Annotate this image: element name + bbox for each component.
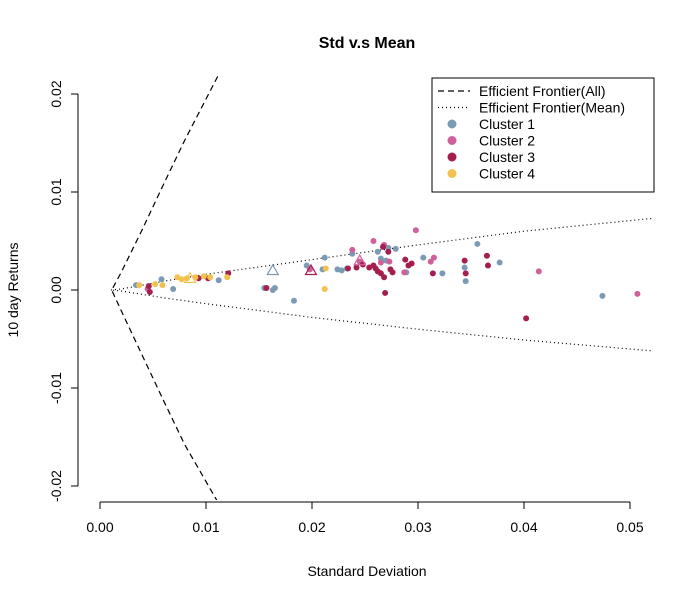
cluster-2-point <box>349 246 356 253</box>
cluster-3-point <box>353 264 360 271</box>
cluster-4-point <box>200 273 207 280</box>
legend-label-cluster-4: Cluster 4 <box>479 166 535 182</box>
cluster-4-point <box>224 274 231 281</box>
cluster-2-point <box>386 258 393 265</box>
cluster-1-point <box>474 240 481 247</box>
legend-label-efficient-frontier-all: Efficient Frontier(All) <box>479 83 606 99</box>
cluster-3-point <box>345 265 352 272</box>
legend-label-cluster-2: Cluster 2 <box>479 133 535 149</box>
cluster-4-point <box>321 286 328 293</box>
x-tick-label: 0.02 <box>298 519 325 535</box>
cluster-3-point <box>402 256 409 263</box>
x-tick-label: 0.03 <box>404 519 431 535</box>
cluster-4-point <box>207 274 214 281</box>
cluster-2-point <box>430 254 437 261</box>
cluster-2-point <box>412 227 419 234</box>
cluster-3-point <box>381 274 388 281</box>
cluster-3-point <box>429 270 436 277</box>
cluster-3-point <box>385 248 392 255</box>
legend-swatch-cluster-2 <box>447 136 457 145</box>
cluster-3-point <box>462 270 469 277</box>
cluster-3-point <box>461 257 468 264</box>
legend-label-cluster-1: Cluster 1 <box>479 116 535 132</box>
cluster-1-point <box>321 254 328 261</box>
y-tick-label: -0.02 <box>48 470 64 502</box>
cluster-4-point <box>152 281 159 288</box>
cluster-1-point <box>271 285 278 292</box>
data-points <box>133 227 641 322</box>
cluster-2-point <box>634 290 641 297</box>
x-tick-label: 0.04 <box>510 519 537 535</box>
frontier-all-line <box>111 76 219 500</box>
cluster-2-point <box>401 269 408 276</box>
cluster-1-point <box>392 245 399 252</box>
cluster-2-point <box>377 259 384 266</box>
chart-title: Std v.s Mean <box>319 35 416 52</box>
cluster-1-point <box>338 267 345 274</box>
y-tick-label: 0.01 <box>48 178 64 205</box>
cluster-4-mean-marker <box>183 271 197 283</box>
cluster-mean-markers <box>183 253 367 283</box>
x-axis-label: Standard Deviation <box>307 563 426 579</box>
cluster-3-point <box>145 283 152 290</box>
cluster-4-point <box>159 282 166 289</box>
y-axis-label: 10 day Returns <box>5 243 21 338</box>
cluster-3-point <box>146 288 153 295</box>
cluster-3-point <box>408 260 415 267</box>
cluster-1-point <box>496 259 503 266</box>
cluster-4-point <box>136 282 143 289</box>
x-tick-label: 0.00 <box>86 519 113 535</box>
cluster-2-mean-marker <box>353 253 367 266</box>
legend-box <box>431 77 655 193</box>
axes: 0.00 0.01 0.02 0.03 0.04 0.05 -0.02 -0.01 0.00 0.… <box>48 80 644 535</box>
legend-label-cluster-3: Cluster 3 <box>479 149 535 165</box>
cluster-1-point <box>158 276 165 283</box>
cluster-1-point <box>170 286 177 293</box>
cluster-1-point <box>599 292 606 299</box>
x-tick-label: 0.05 <box>616 519 643 535</box>
cluster-3-point <box>484 262 491 269</box>
cluster-1-point <box>290 297 297 304</box>
cluster-3-point <box>380 243 387 250</box>
y-tick-label: 0.02 <box>48 80 64 107</box>
cluster-4-point <box>322 265 329 272</box>
legend: Efficient Frontier(All)Efficient Frontie… <box>431 77 655 193</box>
frontier-mean-line <box>110 217 652 352</box>
cluster-1-point <box>374 248 381 255</box>
cluster-4-point <box>178 276 185 283</box>
y-tick-label: -0.01 <box>48 372 64 404</box>
cluster-1-point <box>439 270 446 277</box>
frontier-lines <box>110 76 652 500</box>
cluster-2-point <box>306 266 313 273</box>
cluster-2-point <box>370 238 377 244</box>
cluster-1-point <box>215 277 222 284</box>
cluster-3-point <box>483 252 490 259</box>
cluster-2-point <box>535 268 542 275</box>
legend-swatch-cluster-4 <box>447 169 457 178</box>
cluster-3-point <box>389 269 396 276</box>
cluster-3-point <box>263 285 270 292</box>
cluster-3-point <box>382 289 389 296</box>
cluster-3-point <box>523 315 530 322</box>
cluster-1-mean-marker <box>266 263 280 276</box>
cluster-1-point <box>420 254 427 261</box>
legend-swatch-cluster-3 <box>447 152 457 162</box>
cluster-1-point <box>462 278 469 285</box>
y-tick-label: 0.00 <box>48 276 64 303</box>
legend-swatch-cluster-1 <box>447 119 457 129</box>
cluster-1-point <box>461 264 468 271</box>
x-tick-label: 0.01 <box>192 519 219 535</box>
cluster-3-mean-marker <box>304 263 318 276</box>
legend-label-efficient-frontier-mean: Efficient Frontier(Mean) <box>479 100 625 116</box>
